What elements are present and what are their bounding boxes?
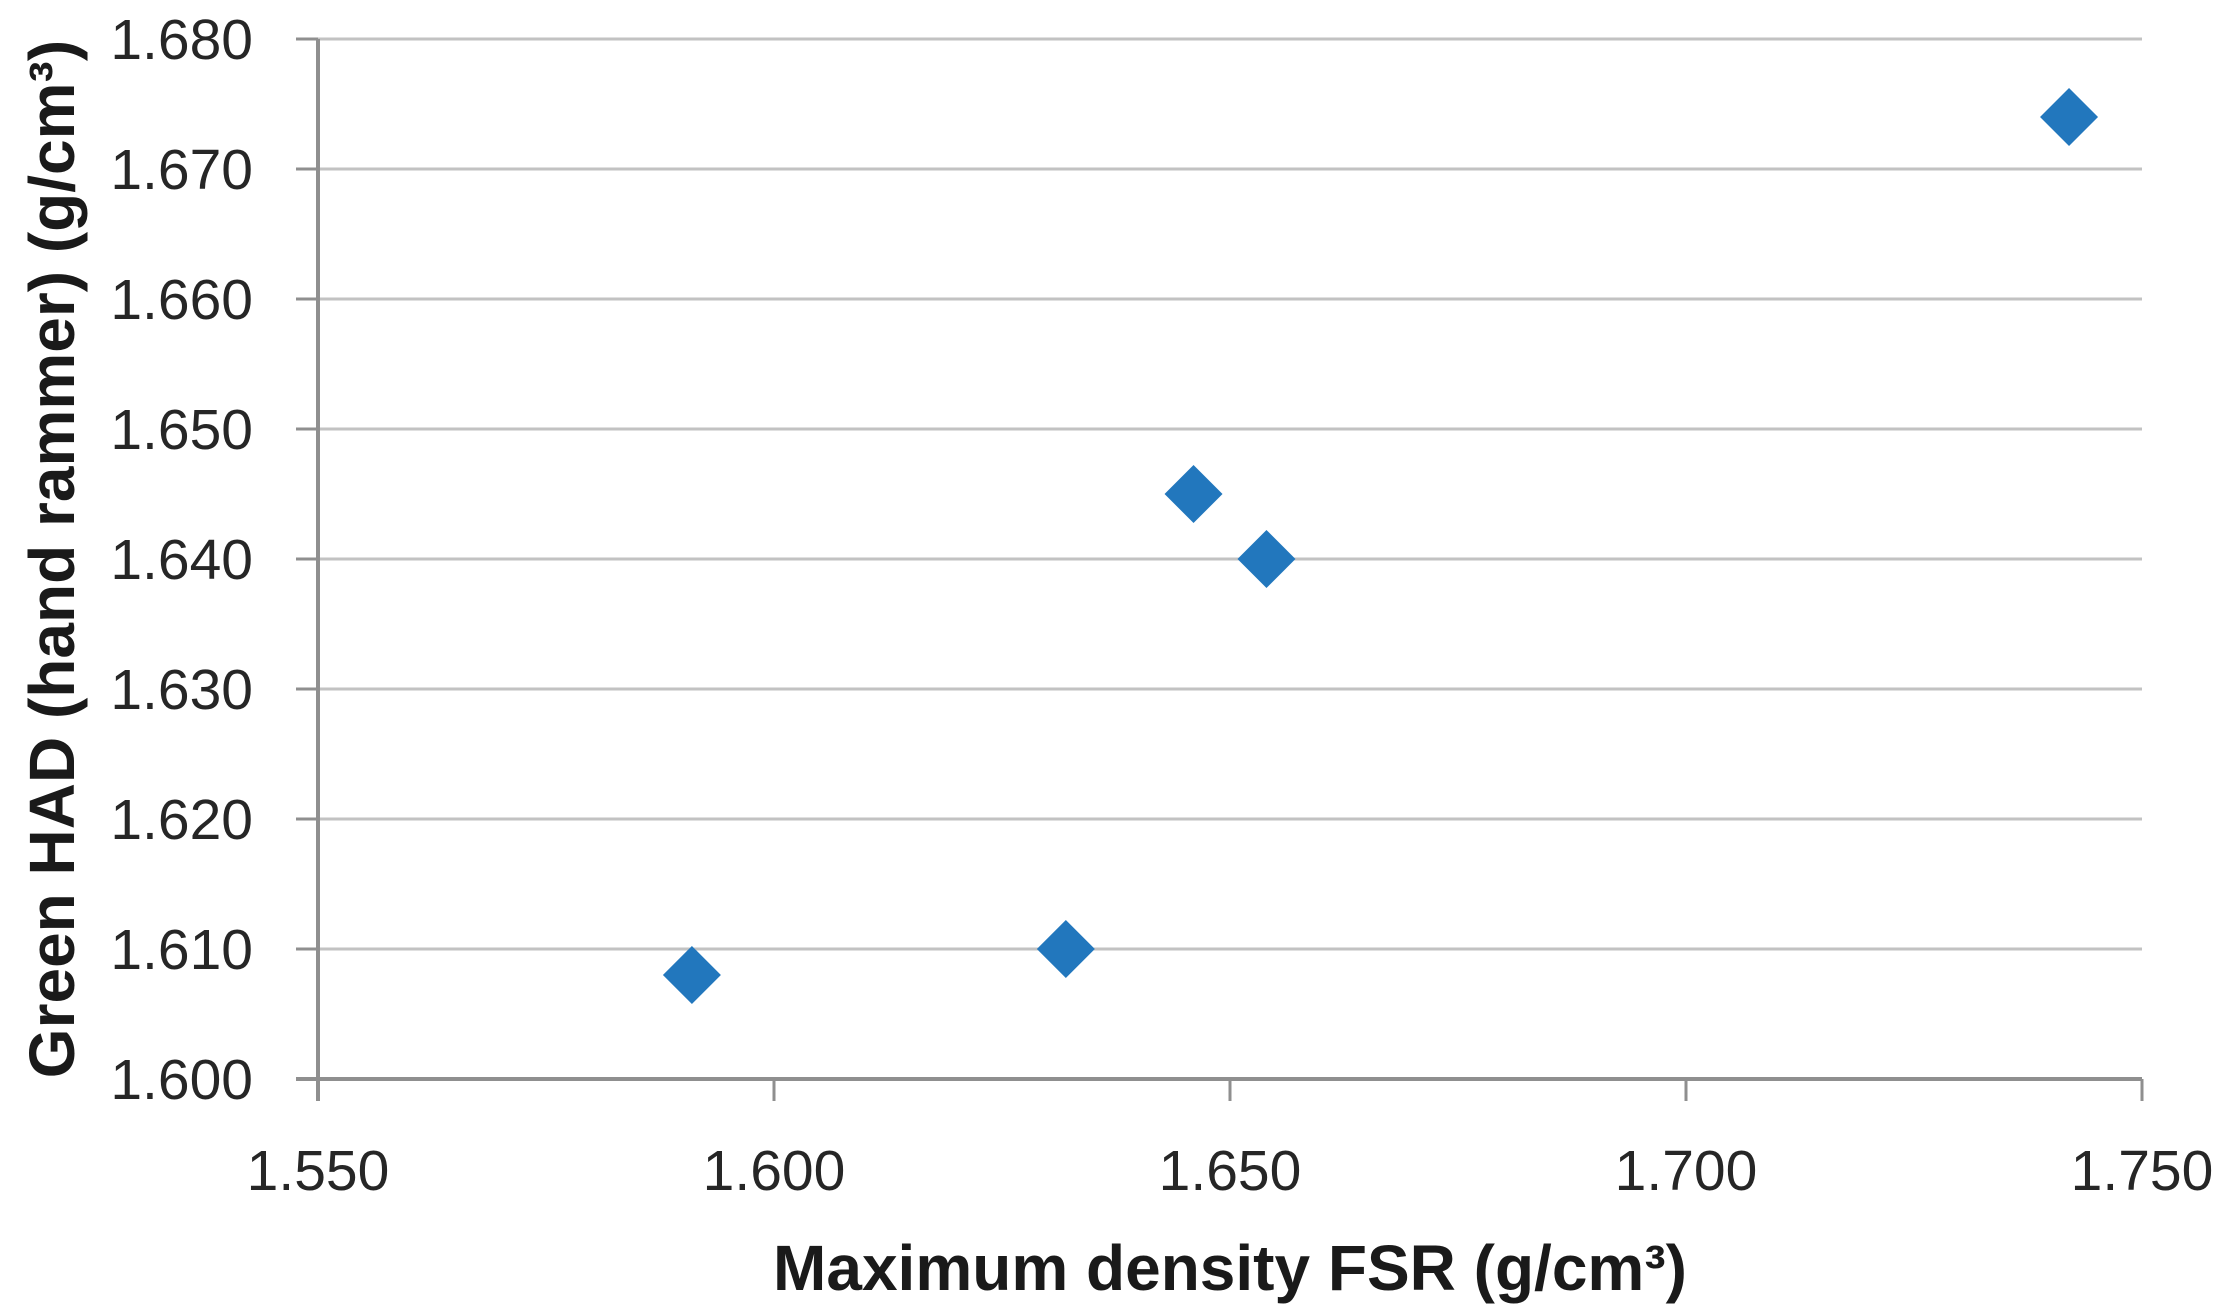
y-axis-title: Green HAD (hand rammer) (g/cm³) [16,39,88,1079]
x-tick-label: 1.750 [2071,1139,2214,1203]
y-tick-label: 1.670 [110,138,253,202]
y-tick-label: 1.680 [110,8,253,72]
data-point-diamond [2040,88,2099,146]
x-tick-label: 1.550 [247,1139,390,1203]
y-tick-label: 1.650 [110,398,253,462]
data-point-diamond [1164,465,1223,523]
x-tick-label: 1.650 [1159,1139,1302,1203]
y-tick-label: 1.640 [110,528,253,592]
y-tick-label: 1.630 [110,658,253,722]
y-tick-label: 1.660 [110,268,253,332]
y-tick-label: 1.600 [110,1048,253,1112]
data-point-diamond [1036,920,1095,978]
data-point-diamond [1237,530,1296,588]
y-tick-label: 1.610 [110,918,253,982]
data-point-diamond [662,946,721,1004]
x-axis-title: Maximum density FSR (g/cm³) [773,1232,1687,1304]
x-tick-label: 1.600 [703,1139,846,1203]
y-tick-label: 1.620 [110,788,253,852]
x-tick-label: 1.700 [1615,1139,1758,1203]
